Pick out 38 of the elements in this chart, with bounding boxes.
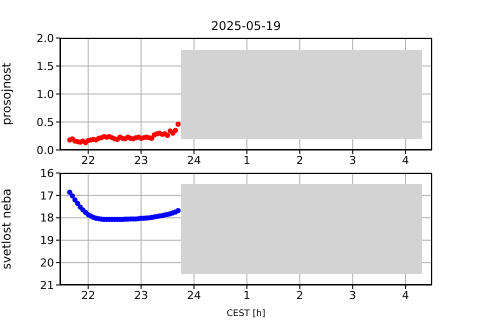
x-tick-label: 4 [402, 288, 410, 302]
x-tick-label: 3 [349, 154, 356, 167]
y-tick-label: 18 [40, 212, 54, 225]
x-tick-label: 4 [402, 154, 410, 167]
x-tick-label: 23 [134, 288, 148, 302]
point [75, 200, 80, 206]
x-tick-label: 3 [349, 288, 356, 302]
y-axis-title: prosojnost [0, 62, 14, 126]
y-tick-label: 19 [40, 234, 54, 248]
point [176, 208, 181, 214]
point [67, 190, 72, 195]
y-tick-label: 20 [40, 256, 54, 270]
x-tick-label: 22 [81, 154, 96, 167]
point [72, 197, 78, 202]
x-tick-label: 1 [243, 154, 250, 167]
x-tick-label: 1 [243, 288, 250, 302]
y-tick-label: 1.5 [36, 60, 54, 73]
point [70, 193, 75, 198]
x-tick-label: 24 [186, 288, 201, 302]
point [176, 122, 181, 127]
point [149, 136, 154, 141]
y-axis-title: svetlost neba [0, 188, 14, 270]
y-tick-label: 2.0 [36, 32, 54, 45]
x-axis-title: CEST [h] [226, 309, 266, 319]
x-tick-label: 22 [81, 288, 96, 302]
point [164, 132, 170, 138]
y-tick-label: 16 [40, 166, 54, 180]
x-tick-label: 24 [186, 154, 201, 167]
x-tick-label: 2 [296, 154, 304, 167]
y-tick-label: 1.0 [36, 88, 54, 101]
y-tick-label: 17 [40, 189, 54, 202]
chart-title: 2025-05-19 [210, 19, 282, 33]
point [172, 128, 178, 133]
y-tick-label: 0.0 [36, 144, 54, 157]
x-tick-label: 2 [296, 288, 304, 302]
y-tick-label: 0.5 [36, 116, 54, 129]
x-tick-label: 23 [134, 154, 148, 167]
y-tick-label: 21 [40, 278, 54, 292]
